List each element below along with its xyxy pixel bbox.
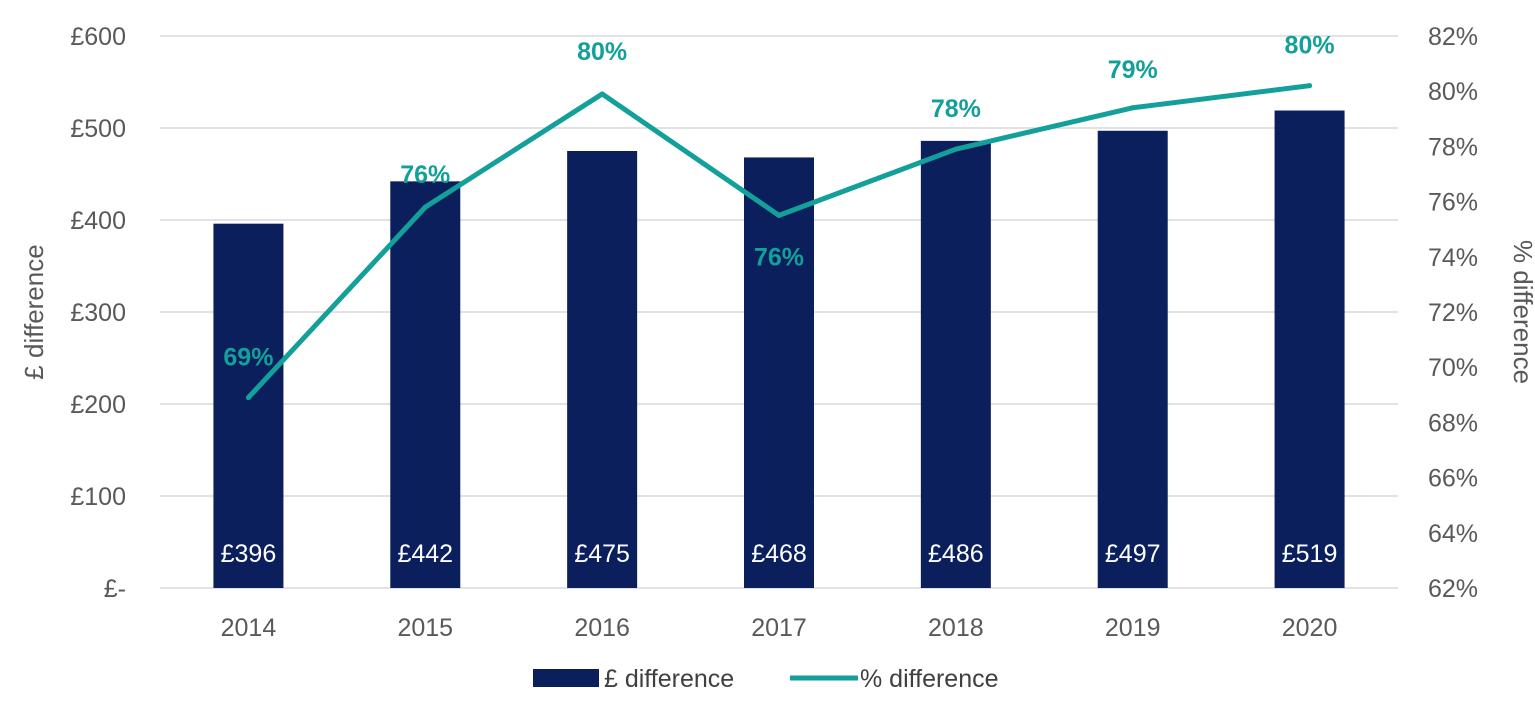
y2-tick-label: 80% (1428, 78, 1478, 106)
y-tick-label: £300 (70, 299, 126, 327)
line-point (422, 204, 428, 210)
y-axis-title: £ difference (19, 244, 49, 379)
y-tick-label: £200 (70, 391, 126, 419)
y-tick-label: £100 (70, 483, 126, 511)
y-tick-label: £600 (70, 23, 126, 51)
line-value-label: 78% (931, 95, 981, 123)
line-value-label: 80% (1285, 32, 1335, 60)
axes: £- £100 £200 £300 £400 £500 £600 62% 64% 66% 68% 70… (70, 23, 1478, 642)
bar (567, 151, 638, 588)
y2-tick-label: 72% (1428, 299, 1478, 327)
y2-tick-label: 64% (1428, 520, 1478, 548)
x-tick-label: 2016 (574, 614, 630, 642)
bar-value-label: £486 (928, 540, 984, 568)
y2-tick-label: 74% (1428, 244, 1478, 272)
y-tick-label: £- (104, 575, 126, 603)
line-series (245, 83, 1313, 401)
y2-tick-label: 62% (1428, 575, 1478, 603)
x-tick-label: 2018 (928, 614, 984, 642)
y2-tick-label: 78% (1428, 133, 1478, 161)
y2-tick-label: 76% (1428, 189, 1478, 217)
legend-label-line: % difference (860, 665, 999, 693)
bar (1097, 130, 1168, 588)
bar (213, 223, 284, 588)
bar (744, 157, 814, 588)
data-labels: £396 £442 £475 £468 £486 £497 £519 69% 76% 80% 76%… (221, 32, 1338, 568)
line-point (1130, 105, 1136, 111)
legend-label-bar: £ difference (604, 665, 734, 693)
bar (920, 140, 991, 588)
line-value-label: 80% (577, 38, 627, 66)
line-value-label: 79% (1108, 56, 1158, 84)
bar-value-label: £475 (574, 540, 630, 568)
line-point (599, 91, 605, 97)
bar-value-label: £442 (397, 540, 453, 568)
x-tick-label: 2019 (1105, 614, 1161, 642)
bar-value-label: £519 (1282, 540, 1338, 568)
line-point (953, 146, 959, 152)
line-value-label: 76% (400, 161, 450, 189)
y2-axis-title: % difference (1508, 240, 1535, 384)
line-point (1307, 83, 1313, 89)
y-tick-label: £400 (70, 207, 126, 235)
x-tick-label: 2015 (397, 614, 453, 642)
line-value-label: 69% (223, 344, 273, 372)
line-point (245, 395, 251, 401)
y2-tick-label: 82% (1428, 23, 1478, 51)
line-value-label: 76% (754, 243, 804, 271)
bar-series (213, 110, 1345, 589)
legend: £ difference % difference (533, 665, 999, 693)
x-tick-label: 2017 (751, 614, 807, 642)
y2-tick-label: 66% (1428, 465, 1478, 493)
bar-value-label: £396 (221, 540, 277, 568)
bar (390, 181, 461, 589)
bar (1274, 110, 1345, 589)
x-tick-label: 2014 (221, 614, 277, 642)
x-tick-label: 2020 (1282, 614, 1338, 642)
legend-swatch-bar (533, 669, 599, 687)
y2-tick-label: 70% (1428, 354, 1478, 382)
bar-value-label: £497 (1105, 540, 1161, 568)
bar-value-label: £468 (751, 540, 807, 568)
line-point (776, 212, 782, 218)
y-tick-label: £500 (70, 115, 126, 143)
y2-tick-label: 68% (1428, 409, 1478, 437)
